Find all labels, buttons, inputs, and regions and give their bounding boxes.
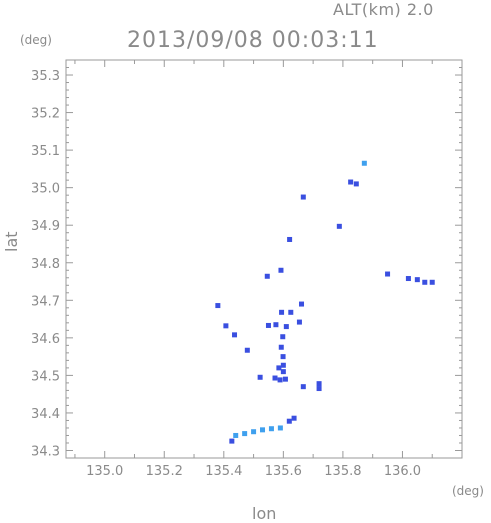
echo-point — [277, 377, 283, 383]
x-tick-label: 135.0 — [86, 464, 123, 479]
echo-point — [242, 431, 248, 437]
echo-point — [422, 279, 428, 285]
x-tick-label: 135.4 — [205, 464, 242, 479]
echo-point — [265, 322, 271, 328]
echo-point — [283, 324, 289, 330]
echo-point — [282, 376, 288, 382]
echo-point — [280, 334, 286, 340]
echo-point — [215, 303, 221, 309]
echo-point — [278, 267, 284, 273]
echo-point — [288, 309, 294, 315]
x-axis-label: lon — [252, 504, 277, 523]
echo-point — [336, 223, 342, 229]
echo-point — [229, 438, 235, 444]
plot-frame — [65, 59, 463, 459]
echo-point — [264, 273, 270, 279]
altitude-label: ALT(km) 2.0 — [333, 0, 434, 19]
echo-point — [257, 374, 263, 380]
y-tick-label: 34.3 — [31, 444, 60, 459]
echo-point — [268, 426, 274, 432]
y-tick-label: 34.5 — [31, 369, 60, 384]
axis-ticks — [66, 60, 462, 458]
echo-point — [260, 427, 266, 433]
echo-point — [385, 271, 391, 277]
echo-point — [286, 418, 292, 424]
y-tick-label: 34.6 — [31, 332, 60, 347]
x-tick-label: 136.0 — [384, 464, 421, 479]
echo-point — [276, 365, 282, 371]
y-tick-label: 35.3 — [31, 69, 60, 84]
echo-point — [296, 319, 302, 325]
x-tick-label: 135.6 — [265, 464, 302, 479]
echo-point — [277, 425, 283, 431]
y-tick-label: 35.2 — [31, 107, 60, 122]
y-tick-label: 34.7 — [31, 294, 60, 309]
echo-point — [280, 369, 286, 375]
echo-point — [299, 301, 305, 307]
echo-point — [279, 309, 285, 315]
echo-point — [278, 344, 284, 350]
x-tick-label: 135.2 — [146, 464, 183, 479]
y-unit-label: (deg) — [20, 33, 52, 47]
echo-point — [348, 179, 354, 185]
y-tick-label: 35.0 — [31, 182, 60, 197]
tick-labels: 135.0 135.2 135.4 135.6 135.8 136.0 34.3 34.4 34… — [31, 69, 421, 479]
x-unit-label: (deg) — [452, 484, 484, 498]
echo-point — [287, 236, 293, 242]
y-tick-label: 35.1 — [31, 144, 60, 159]
echo-point — [232, 332, 238, 338]
x-tick-label: 135.8 — [324, 464, 361, 479]
chart-title: 2013/09/08 00:03:11 — [127, 28, 379, 53]
echo-point — [233, 432, 239, 438]
echo-point — [300, 384, 306, 390]
echo-point — [405, 276, 411, 282]
echo-point — [429, 279, 435, 285]
echo-point — [223, 323, 229, 329]
y-tick-label: 34.4 — [31, 407, 60, 422]
y-tick-label: 34.9 — [31, 219, 60, 234]
echo-point — [316, 381, 322, 387]
echo-point — [244, 347, 250, 353]
echo-point — [280, 354, 286, 360]
echo-point — [273, 322, 279, 328]
echo-point — [300, 194, 306, 200]
echo-point — [316, 386, 322, 392]
echo-point — [272, 375, 278, 381]
echo-point — [280, 362, 286, 368]
echo-point — [361, 160, 367, 166]
echo-point — [251, 429, 257, 435]
echo-points — [215, 160, 435, 444]
echo-point — [353, 181, 359, 187]
echo-point — [414, 277, 420, 283]
echo-point — [291, 415, 297, 421]
y-tick-label: 34.8 — [31, 257, 60, 272]
